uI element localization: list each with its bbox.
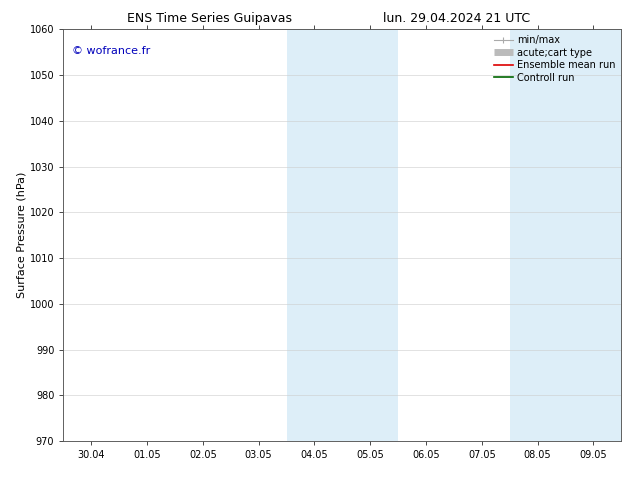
Text: ENS Time Series Guipavas: ENS Time Series Guipavas [127,12,292,25]
Bar [287,29,398,441]
Legend: min/max, acute;cart type, Ensemble mean run, Controll run: min/max, acute;cart type, Ensemble mean … [491,32,618,85]
Bar [510,29,621,441]
Y-axis label: Surface Pressure (hPa): Surface Pressure (hPa) [17,172,27,298]
Text: © wofrance.fr: © wofrance.fr [72,46,150,56]
Text: lun. 29.04.2024 21 UTC: lun. 29.04.2024 21 UTC [383,12,530,25]
